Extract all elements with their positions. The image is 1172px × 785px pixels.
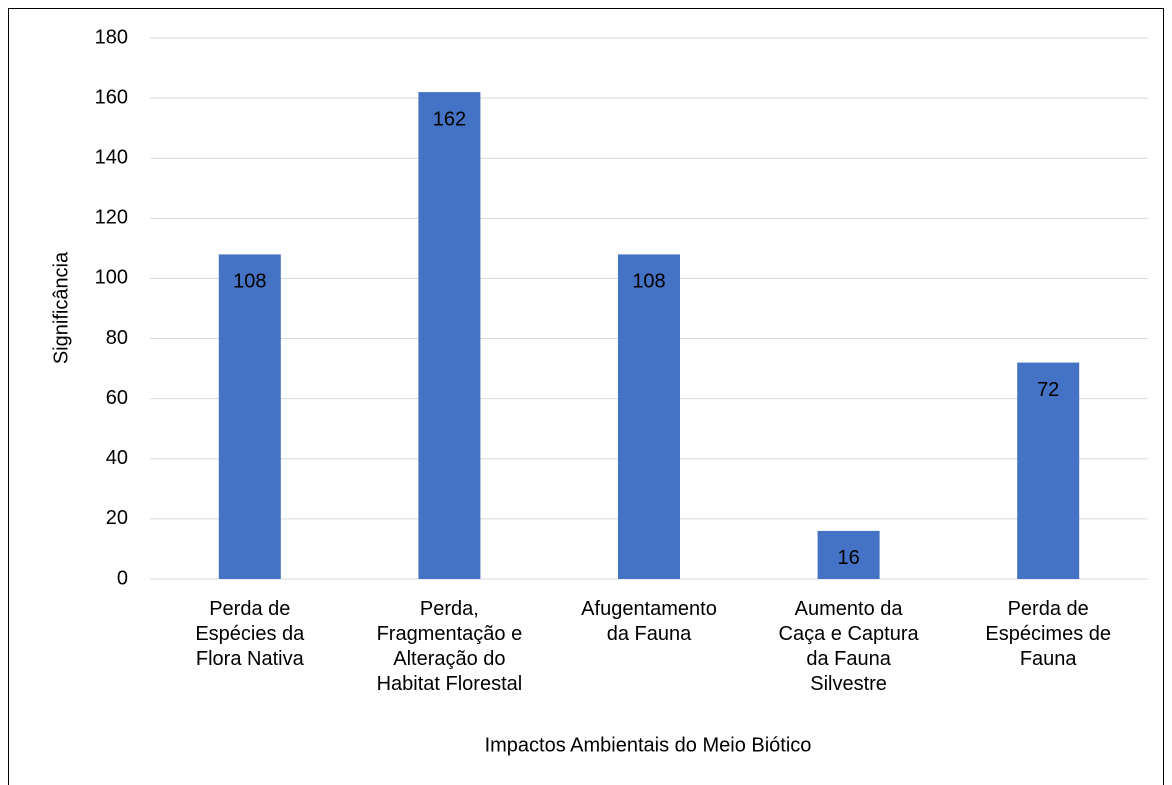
y-tick-label: 80: [106, 327, 128, 349]
x-tick-label: Perda, Fragmentação e Alteração do Habit…: [376, 598, 523, 695]
x-tick-label: Perda de Espécies da Flora Nativa: [195, 598, 305, 670]
data-label: 72: [1037, 379, 1059, 401]
y-tick-label: 20: [106, 507, 128, 529]
x-tick-label: Perda de Espécimes de Fauna: [985, 598, 1111, 670]
bar: [418, 92, 481, 579]
data-label: 162: [433, 108, 466, 130]
bar: [1017, 362, 1080, 579]
bar: [817, 530, 880, 579]
y-tick-label: 0: [117, 567, 128, 589]
y-tick-label: 120: [95, 207, 128, 229]
y-axis-label: Significância: [50, 251, 72, 364]
bar: [218, 254, 281, 579]
y-tick-label: 140: [95, 147, 128, 169]
y-tick-label: 160: [95, 86, 128, 108]
data-label: 108: [233, 271, 266, 293]
data-label: 108: [632, 271, 665, 293]
chart-frame: [8, 8, 1164, 785]
y-tick-label: 180: [95, 26, 128, 48]
data-label: 16: [837, 547, 859, 569]
y-tick-label: 40: [106, 447, 128, 469]
bar: [618, 254, 680, 579]
y-tick-label: 60: [106, 387, 128, 409]
x-tick-label: Afugentamento da Fauna: [581, 598, 717, 645]
y-tick-label: 100: [95, 267, 128, 289]
x-axis-label: Impactos Ambientais do Meio Biótico: [485, 734, 812, 756]
x-tick-label: Aumento da Caça e Captura da Fauna Silve…: [778, 598, 919, 695]
